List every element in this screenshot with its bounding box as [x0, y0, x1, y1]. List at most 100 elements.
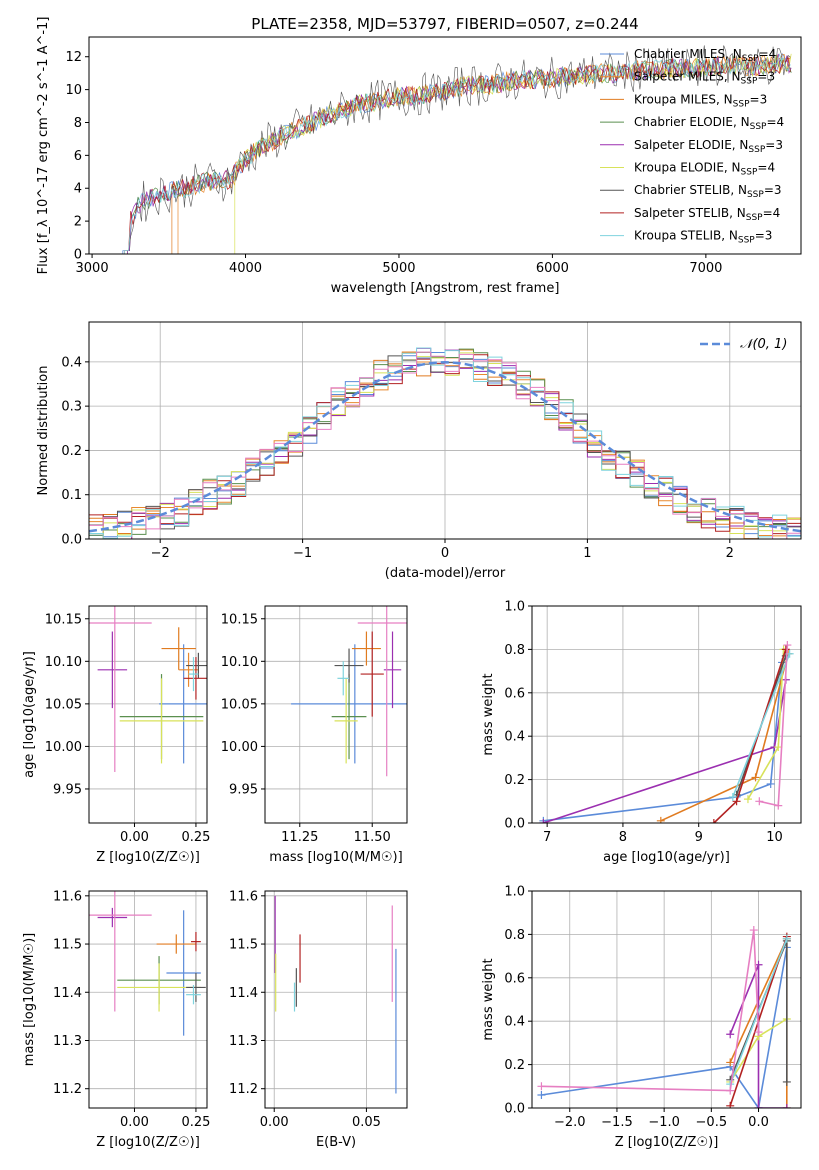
weight-marker [728, 792, 737, 801]
y-tick-label: 0.2 [61, 444, 82, 459]
plot-area [89, 347, 801, 539]
y-tick-label: 1.0 [504, 600, 525, 615]
legend-label: 𝒩(0, 1) [740, 337, 787, 352]
y-tick-label: 10.10 [45, 655, 82, 670]
normal-curve [89, 361, 801, 533]
y-axis-label: age [log10(age/yr)] [22, 651, 37, 778]
weight-marker [755, 797, 764, 806]
y-tick-label: 11.5 [229, 938, 258, 953]
legend-label: Salpeter ELODIE, NSSP=3 [634, 138, 783, 155]
weight-marker [743, 795, 752, 804]
axes-frame [264, 890, 408, 1109]
x-axis-label: age [log10(age/yr)] [603, 850, 730, 865]
y-tick-label: 0.4 [504, 1015, 525, 1030]
y-tick-label: 0.6 [504, 686, 525, 701]
y-tick-label: 0.4 [504, 730, 525, 745]
y-tick-label: 10.15 [221, 612, 258, 627]
x-tick-label: −1.5 [601, 1115, 633, 1130]
weight-marker [726, 1086, 735, 1095]
y-axis-label: mass weight [481, 673, 496, 755]
weight-marker [537, 1090, 546, 1099]
y-tick-label: 9.95 [53, 782, 82, 797]
weight-marker [726, 1058, 735, 1067]
y-tick-label: 0.8 [504, 643, 525, 658]
weight-marker [782, 1104, 791, 1108]
y-tick-label: 1.0 [504, 885, 525, 900]
plots-layer: Chabrier MILES, NSSP=4 Salpeter MILES, NS… [22, 17, 802, 1150]
axes-frame [531, 605, 802, 824]
x-tick-label: 4000 [229, 261, 262, 276]
panel-age_vs_mass: 11.25 11.50 9.95 10.00 10.05 10.10 10.15 mass [… [221, 605, 408, 865]
y-tick-label: 10.10 [221, 655, 258, 670]
weight-line [729, 938, 788, 1085]
plot-area [291, 606, 407, 777]
y-tick-label: 0.0 [504, 817, 525, 832]
weight-marker [732, 797, 741, 806]
weight-marker [754, 1104, 763, 1108]
y-tick-label: 8 [74, 116, 82, 131]
weight-line [543, 679, 787, 823]
x-tick-label: 7 [543, 830, 551, 845]
weight-line [543, 662, 783, 822]
axes-frame [531, 890, 802, 1109]
weight-marker [749, 926, 758, 935]
spectrum-line [234, 53, 792, 254]
legend-label: Chabrier STELIB, NSSP=3 [634, 183, 782, 200]
axes-frame [88, 890, 208, 1109]
y-tick-label: 10.15 [45, 612, 82, 627]
weight-marker [709, 819, 718, 823]
weight-marker [766, 779, 775, 788]
spectrum-line [123, 53, 791, 254]
panel-mass_vs_Z: 0.00 0.25 11.2 11.3 11.4 11.5 11.6 Z [log10(Z/Z… [22, 889, 210, 1150]
x-axis-label: mass [log10(M/M☉)] [269, 850, 402, 865]
panel-weight_vs_age: 7 8 9 10 0.0 0.2 0.4 0.6 0.8 1.0 age [log10(age/yr… [481, 600, 802, 865]
x-tick-label: 10 [766, 830, 783, 845]
legend-label: Salpeter STELIB, NSSP=4 [634, 206, 780, 223]
y-tick-label: 0.4 [61, 355, 82, 370]
y-tick-label: 0.6 [504, 971, 525, 986]
weight-line [732, 653, 791, 798]
weight-marker [656, 816, 665, 823]
panel-spectrum: Chabrier MILES, NSSP=4 Salpeter MILES, NS… [36, 17, 802, 296]
x-tick-label: 6000 [536, 261, 569, 276]
plot-area [539, 641, 794, 823]
plot-area [122, 45, 792, 254]
x-tick-label: 11.50 [354, 830, 391, 845]
x-tick-label: 11.25 [281, 830, 318, 845]
x-axis-label: (data-model)/error [385, 566, 506, 581]
y-tick-label: 6 [74, 149, 82, 164]
y-tick-label: 10.00 [45, 740, 82, 755]
axes-frame [88, 36, 802, 255]
x-tick-label: 0.00 [120, 830, 149, 845]
weight-marker [726, 1030, 735, 1039]
y-tick-label: 10.05 [221, 697, 258, 712]
weight-marker [782, 1077, 791, 1086]
y-tick-label: 0.2 [504, 773, 525, 788]
weight-marker [783, 641, 792, 650]
y-tick-label: 11.5 [53, 938, 82, 953]
x-tick-label: −0.5 [696, 1115, 728, 1130]
legend-label: Kroupa ELODIE, NSSP=4 [634, 161, 775, 178]
figure-title: PLATE=2358, MJD=53797, FIBERID=0507, z=0… [251, 15, 638, 33]
y-tick-label: 10 [65, 83, 82, 98]
y-tick-label: 0.1 [61, 488, 82, 503]
legend-label: Salpeter MILES, NSSP=3 [634, 70, 775, 87]
histogram [89, 351, 801, 539]
legend-label: Chabrier MILES, NSSP=4 [634, 47, 776, 64]
y-tick-label: 0.2 [504, 1058, 525, 1073]
y-tick-label: 0.0 [61, 533, 82, 548]
plot-area [537, 926, 791, 1108]
y-tick-label: 11.6 [229, 889, 258, 904]
x-axis-label: wavelength [Angstrom, rest frame] [331, 281, 560, 296]
y-tick-label: 0.3 [61, 400, 82, 415]
y-axis-label: mass [log10(M/M☉)] [22, 933, 37, 1066]
y-tick-label: 11.4 [53, 986, 82, 1001]
spectrum-line [123, 54, 791, 254]
y-tick-label: 11.6 [53, 889, 82, 904]
y-axis-label: mass weight [481, 958, 496, 1040]
y-tick-label: 10.05 [45, 697, 82, 712]
weight-marker [537, 1082, 546, 1091]
panel-weight_vs_Z: −2.0 −1.5 −1.0 −0.5 0.0 0.0 0.2 0.4 0.6 0.8 1.0 Z [… [481, 885, 802, 1150]
weight-marker [754, 1028, 763, 1037]
